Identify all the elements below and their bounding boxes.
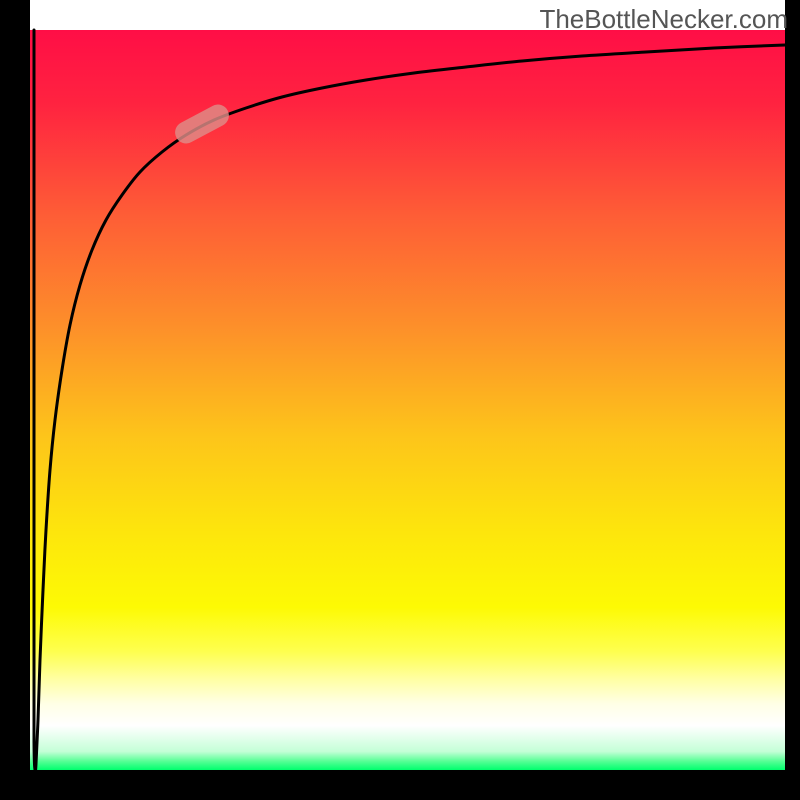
attribution-link[interactable]: TheBottleNecker.com <box>539 4 788 35</box>
frame-left <box>0 0 30 800</box>
chart-svg <box>0 0 800 800</box>
frame-bottom <box>0 770 800 800</box>
chart-stage: TheBottleNecker.com <box>0 0 800 800</box>
frame-right <box>785 0 800 800</box>
plot-background <box>30 30 785 770</box>
